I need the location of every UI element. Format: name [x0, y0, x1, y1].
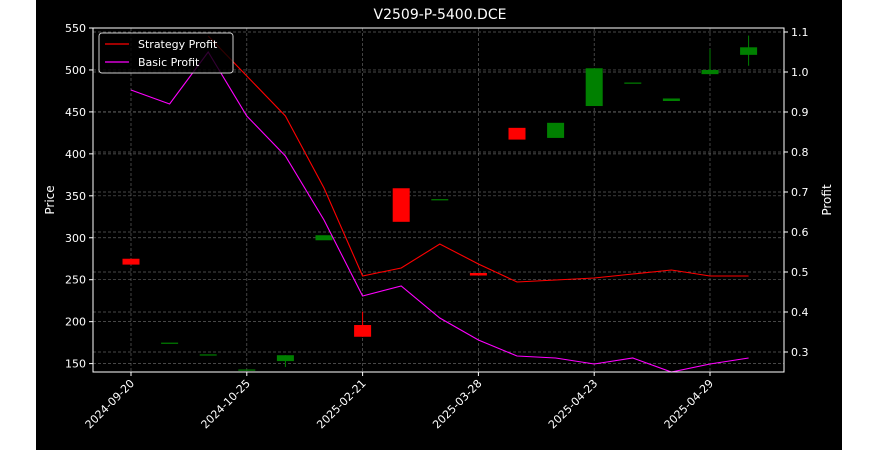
- tick-label-right-0-4: 0.4: [791, 306, 809, 319]
- candle-body-5: [315, 235, 333, 241]
- tick-label-right-1-1: 1.1: [791, 26, 809, 39]
- tick-label-right-0-6: 0.6: [791, 226, 809, 239]
- tick-label-right-0-9: 0.9: [791, 106, 809, 119]
- candle-body-4: [276, 355, 294, 362]
- candle-body-11: [547, 122, 565, 138]
- legend-label-strategy: Strategy Profit: [138, 38, 218, 51]
- tick-label-right-0-3: 0.3: [791, 346, 809, 359]
- tick-label-left-450: 450: [65, 106, 86, 119]
- candle-body-16: [740, 47, 758, 55]
- candle-body-9: [469, 272, 487, 276]
- grid-layer: [93, 27, 784, 372]
- series-line-basic-profit: [130, 51, 749, 373]
- tick-label-right-0-8: 0.8: [791, 146, 809, 159]
- tick-label-right-0-5: 0.5: [791, 266, 809, 279]
- candle-body-2: [199, 354, 217, 356]
- tick-label-left-550: 550: [65, 22, 86, 35]
- tick-label-right-1: 1.0: [791, 66, 809, 79]
- tick-label-x-6: 2025-02-21: [314, 377, 368, 431]
- candle-body-8: [431, 199, 449, 201]
- axis-layer: 150 200 250 300 350 400 450 500 550 0.3 0.4 0.5 0.6 0…: [65, 22, 809, 431]
- tick-label-left-500: 500: [65, 64, 86, 77]
- legend-label-basic: Basic Profit: [138, 56, 200, 69]
- tick-label-left-350: 350: [65, 190, 86, 203]
- legend: Strategy Profit Basic Profit: [98, 32, 234, 74]
- candle-body-0: [122, 258, 140, 265]
- candle-body-13: [624, 82, 642, 84]
- tick-label-x-15: 2025-04-29: [662, 377, 716, 431]
- chart-title: V2509-P-5400.DCE: [374, 7, 507, 23]
- plot-frame: [92, 27, 785, 373]
- y-axis-left-label: Price: [43, 185, 57, 214]
- tick-label-left-300: 300: [65, 232, 86, 245]
- candle-body-15: [701, 69, 719, 75]
- y-axis-right-label: Profit: [820, 184, 834, 216]
- candle-layer: [122, 35, 758, 371]
- candle-body-7: [392, 188, 410, 222]
- tick-label-left-150: 150: [65, 358, 86, 371]
- tick-label-left-250: 250: [65, 274, 86, 287]
- series-line-strategy-profit: [207, 35, 749, 283]
- tick-label-x-9: 2025-03-28: [430, 377, 484, 431]
- line-layer: [130, 35, 749, 373]
- chart-figure: V2509-P-5400.DCE 150 200 250 300 350 400 450 50…: [36, 0, 842, 450]
- candle-body-12: [585, 68, 603, 107]
- candle-body-14: [662, 98, 680, 101]
- tick-label-left-400: 400: [65, 148, 86, 161]
- tick-label-x-0: 2024-09-20: [83, 377, 137, 431]
- legend-box: [98, 32, 234, 74]
- chart-svg: V2509-P-5400.DCE 150 200 250 300 350 400 450 50…: [43, 7, 834, 431]
- candle-body-6: [354, 325, 372, 337]
- tick-label-right-0-7: 0.7: [791, 186, 809, 199]
- tick-label-left-200: 200: [65, 316, 86, 329]
- candle-body-10: [508, 127, 526, 140]
- candle-body-3: [238, 369, 256, 371]
- candle-body-1: [161, 342, 179, 344]
- tick-label-x-12: 2025-04-23: [546, 377, 600, 431]
- tick-label-x-3: 2024-10-25: [199, 377, 253, 431]
